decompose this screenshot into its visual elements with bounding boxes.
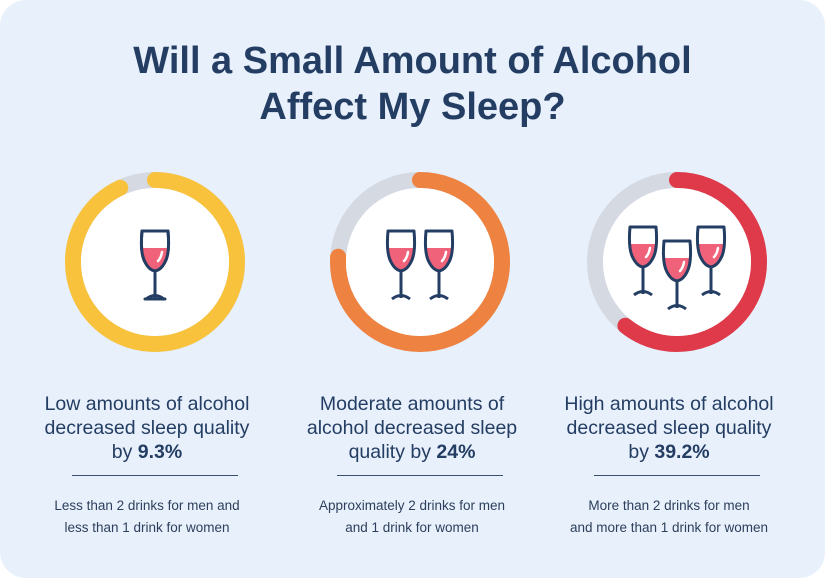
summary-line-2: decreased sleep quality bbox=[566, 417, 772, 439]
detail-line-2: and more than 1 drink for women bbox=[569, 520, 769, 535]
summary-line-1: Moderate amounts of bbox=[319, 393, 505, 415]
summary-prefix: by bbox=[111, 441, 138, 463]
divider bbox=[594, 475, 760, 476]
wine-glass-icon bbox=[627, 225, 659, 297]
low-amount-ring bbox=[65, 172, 245, 352]
detail-line-1: Less than 2 drinks for men and bbox=[54, 498, 240, 513]
summary-line-3: quality by 24% bbox=[297, 440, 527, 464]
wine-glass-icon bbox=[695, 225, 727, 297]
detail-line-1: Approximately 2 drinks for men bbox=[318, 498, 506, 513]
low-amount-detail: Less than 2 drinks for men and less than… bbox=[22, 495, 272, 539]
detail-line-2: and 1 drink for women bbox=[345, 520, 479, 535]
percentage-value: 39.2% bbox=[654, 441, 710, 463]
divider bbox=[337, 475, 503, 476]
moderate-amount-detail: Approximately 2 drinks for men and 1 dri… bbox=[287, 495, 537, 539]
wine-glass-icon bbox=[661, 239, 693, 311]
ring-graphic bbox=[330, 172, 510, 352]
moderate-amount-summary: Moderate amounts of alcohol decreased sl… bbox=[297, 392, 527, 464]
summary-line-2: decreased sleep quality bbox=[44, 417, 250, 439]
divider bbox=[72, 475, 238, 476]
ring-center bbox=[346, 188, 494, 336]
ring-graphic bbox=[587, 172, 767, 352]
ring-progress bbox=[65, 172, 245, 352]
title-line-2: Affect My Sleep? bbox=[259, 86, 566, 128]
summary-prefix: quality by bbox=[348, 441, 437, 463]
wine-glass-icon bbox=[385, 229, 417, 301]
detail-line-1: More than 2 drinks for men bbox=[588, 498, 750, 513]
percentage-value: 24% bbox=[436, 441, 476, 463]
summary-prefix: by bbox=[628, 441, 655, 463]
wine-glass-icon bbox=[139, 229, 171, 301]
summary-line-3: by 39.2% bbox=[554, 440, 784, 464]
percentage-value: 9.3% bbox=[137, 441, 183, 463]
page-title: Will a Small Amount of Alcohol Affect My… bbox=[0, 38, 825, 130]
summary-line-1: Low amounts of alcohol bbox=[44, 393, 250, 415]
wine-glass-icon bbox=[423, 229, 455, 301]
ring-progress bbox=[587, 172, 767, 352]
high-amount-summary: High amounts of alcohol decreased sleep … bbox=[554, 392, 784, 464]
summary-line-1: High amounts of alcohol bbox=[564, 393, 774, 415]
detail-line-2: less than 1 drink for women bbox=[64, 520, 230, 535]
high-amount-detail: More than 2 drinks for men and more than… bbox=[544, 495, 794, 539]
title-line-1: Will a Small Amount of Alcohol bbox=[133, 40, 692, 82]
low-amount-summary: Low amounts of alcohol decreased sleep q… bbox=[32, 392, 262, 464]
moderate-amount-ring bbox=[330, 172, 510, 352]
ring-progress bbox=[330, 172, 510, 352]
summary-line-3: by 9.3% bbox=[32, 440, 262, 464]
ring-graphic bbox=[65, 172, 245, 352]
summary-line-2: alcohol decreased sleep bbox=[306, 417, 518, 439]
high-amount-ring bbox=[587, 172, 767, 352]
